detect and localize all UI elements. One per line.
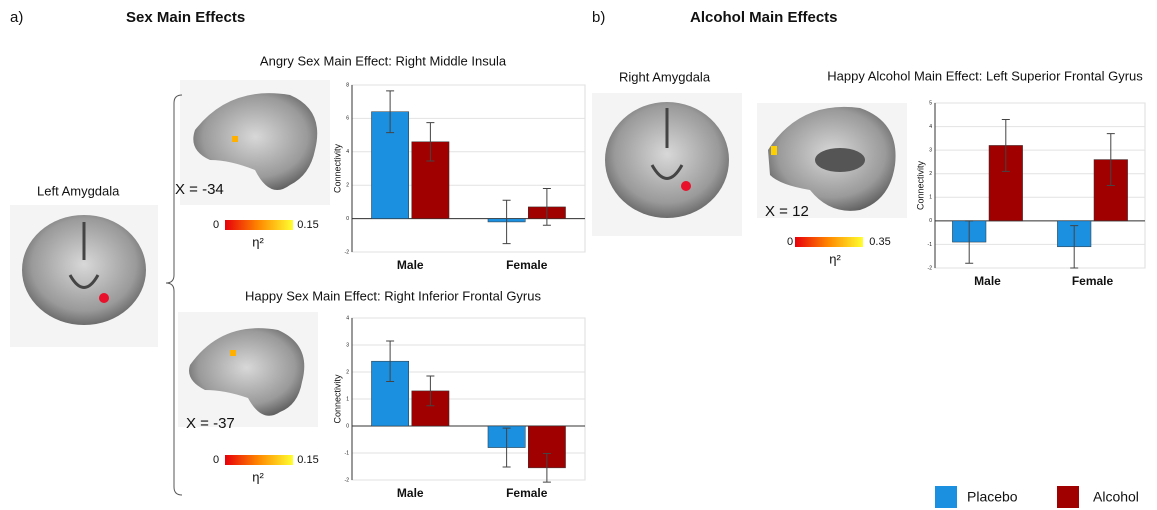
panel-label: a)	[10, 9, 23, 26]
colorbar-max: 0.35	[869, 236, 890, 248]
y-tick-label: -1	[928, 242, 933, 248]
chart-title: Happy Alcohol Main Effect: Left Superior…	[827, 68, 1143, 83]
colorbar	[225, 455, 293, 465]
chart-title: Happy Sex Main Effect: Right Inferior Fr…	[245, 288, 541, 303]
y-axis-label: Connectivity	[332, 374, 342, 424]
y-tick-label: 0	[346, 423, 349, 429]
brain-coronal	[10, 205, 158, 347]
legend-swatch	[1057, 486, 1079, 508]
seed-label: Left Amygdala	[37, 183, 120, 198]
colorbar	[225, 220, 293, 230]
y-tick-label: 3	[346, 342, 349, 348]
y-tick-label: 3	[929, 147, 932, 153]
colorbar-label: η²	[252, 469, 264, 484]
seed-label: Right Amygdala	[619, 69, 711, 84]
y-tick-label: 0	[346, 216, 349, 222]
colorbar-max: 0.15	[297, 454, 318, 466]
chart-title: Angry Sex Main Effect: Right Middle Insu…	[260, 53, 507, 68]
y-tick-label: 4	[929, 124, 932, 130]
x-tick-label: Male	[974, 274, 1001, 288]
x-tick-label: Female	[506, 258, 548, 272]
y-tick-label: 8	[346, 82, 349, 88]
colorbar	[795, 237, 863, 247]
colorbar-min: 0	[213, 219, 219, 231]
colorbar-min: 0	[213, 454, 219, 466]
y-tick-label: 1	[346, 396, 349, 402]
y-tick-label: 5	[929, 100, 932, 106]
brain-coronal	[592, 93, 742, 236]
y-tick-label: 1	[929, 195, 932, 201]
y-tick-label: 2	[929, 171, 932, 177]
y-tick-label: -2	[928, 265, 933, 271]
x-tick-label: Female	[1072, 274, 1114, 288]
y-tick-label: -2	[345, 249, 350, 255]
figure: a) Sex Main Effects b) Alcohol Main Effe…	[0, 0, 1157, 510]
y-tick-label: 2	[346, 369, 349, 375]
legend: Placebo Alcohol	[935, 486, 1139, 508]
colorbar-max: 0.15	[297, 219, 318, 231]
x-tick-label: Female	[506, 486, 548, 500]
y-tick-label: 0	[929, 218, 932, 224]
colorbar-min: 0	[787, 236, 793, 248]
y-tick-label: 4	[346, 149, 349, 155]
panel-label: b)	[592, 9, 605, 26]
colorbar-label: η²	[252, 234, 264, 249]
brain-sagittal	[757, 103, 907, 218]
legend-label: Alcohol	[1093, 489, 1139, 505]
slice-label: X = 12	[765, 203, 809, 220]
legend-label: Placebo	[967, 489, 1018, 505]
panel-title: Sex Main Effects	[126, 9, 245, 26]
bracket	[166, 95, 182, 495]
slice-label: X = -34	[175, 181, 224, 198]
x-tick-label: Male	[397, 486, 424, 500]
y-tick-label: 6	[346, 116, 349, 122]
brain-sagittal	[178, 312, 318, 427]
colorbar-label: η²	[829, 251, 841, 266]
y-tick-label: 4	[346, 315, 349, 321]
panel-title: Alcohol Main Effects	[690, 9, 838, 26]
x-tick-label: Male	[397, 258, 424, 272]
y-axis-label: Connectivity	[332, 143, 342, 193]
y-tick-label: -1	[345, 450, 350, 456]
y-axis-label: Connectivity	[915, 160, 925, 210]
y-tick-label: -2	[345, 477, 350, 483]
y-tick-label: 2	[346, 183, 349, 189]
slice-label: X = -37	[186, 415, 235, 432]
legend-swatch	[935, 486, 957, 508]
